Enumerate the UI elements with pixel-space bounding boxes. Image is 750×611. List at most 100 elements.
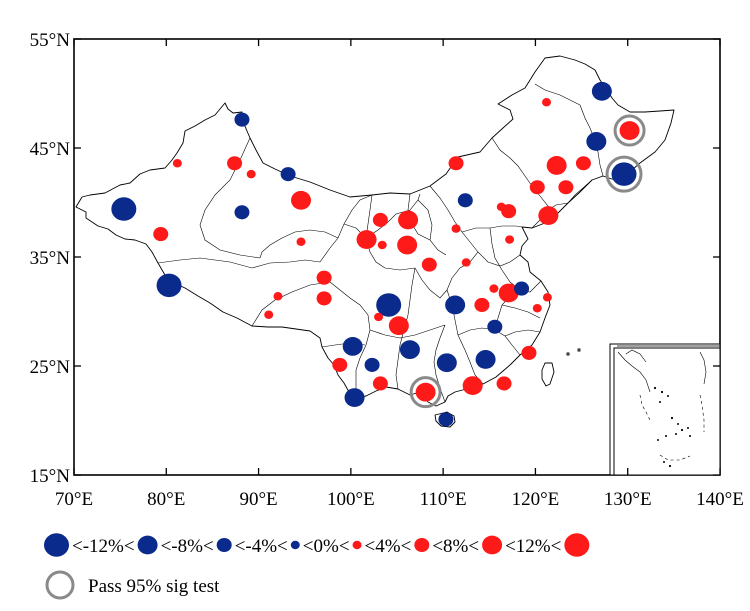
station-point-positive bbox=[521, 345, 537, 360]
legend-marker-p4 bbox=[352, 540, 362, 550]
legend-marker-n12 bbox=[44, 533, 69, 557]
x-tick-label: 140°E bbox=[696, 489, 744, 510]
x-tick-label: 120°E bbox=[512, 489, 560, 510]
station-point-positive bbox=[496, 376, 512, 391]
station-point-negative bbox=[376, 293, 402, 317]
station-point-positive bbox=[227, 156, 243, 171]
y-tick-label: 55°N bbox=[30, 30, 71, 51]
legend-threshold-label: <4%< bbox=[365, 536, 412, 557]
legend-marker-p8 bbox=[414, 537, 430, 553]
station-point-positive bbox=[291, 190, 312, 210]
y-tick-label: 35°N bbox=[30, 248, 71, 269]
station-point-positive bbox=[316, 291, 332, 306]
station-point-positive bbox=[415, 382, 436, 402]
station-point-positive bbox=[264, 310, 274, 319]
station-point-negative bbox=[280, 167, 296, 182]
station-point-positive bbox=[448, 156, 464, 171]
station-point-negative bbox=[364, 357, 380, 372]
x-tick-label: 100°E bbox=[327, 489, 375, 510]
station-point-positive bbox=[397, 235, 418, 255]
legend-marker-p12plus bbox=[564, 533, 590, 557]
station-point-negative bbox=[487, 319, 503, 334]
station-point-positive bbox=[316, 270, 332, 285]
station-point-positive bbox=[461, 258, 471, 267]
legend-significance-label: Pass 95% sig test bbox=[88, 576, 220, 597]
station-point-positive bbox=[575, 156, 591, 171]
legend-marker-n4 bbox=[216, 537, 232, 553]
station-point-negative bbox=[342, 336, 363, 356]
station-point-positive bbox=[558, 180, 574, 195]
station-point-positive bbox=[474, 297, 490, 313]
y-tick-label: 25°N bbox=[30, 357, 71, 378]
x-tick-label: 130°E bbox=[604, 489, 652, 510]
station-point-positive bbox=[619, 121, 640, 140]
station-point-positive bbox=[296, 237, 306, 246]
station-point-positive bbox=[532, 304, 542, 313]
station-point-positive bbox=[421, 257, 437, 272]
station-point-negative bbox=[344, 388, 365, 408]
x-tick-label: 80°E bbox=[147, 489, 185, 510]
x-tick-label: 90°E bbox=[239, 489, 277, 510]
station-point-positive bbox=[273, 292, 283, 301]
significance-ring bbox=[613, 114, 646, 147]
station-point-negative bbox=[475, 350, 496, 369]
legend: <-12%< <-8%< <-4%< <0%< <4%< <8%< <12%< Pass 95… bbox=[44, 533, 590, 600]
station-point-positive bbox=[498, 283, 519, 303]
x-tick-label: 70°E bbox=[55, 489, 93, 510]
station-point-positive bbox=[542, 293, 552, 302]
significance-ring bbox=[409, 376, 442, 409]
station-point-negative bbox=[111, 197, 137, 221]
station-point-positive bbox=[451, 224, 461, 233]
legend-marker-p12 bbox=[482, 535, 503, 555]
station-point-negative bbox=[586, 132, 607, 151]
station-point-positive bbox=[172, 159, 182, 168]
station-point-negative bbox=[445, 295, 466, 315]
station-point-positive bbox=[372, 376, 388, 391]
station-point-negative bbox=[399, 340, 420, 360]
station-point-positive bbox=[542, 97, 552, 107]
station-point-positive bbox=[388, 316, 409, 336]
station-point-positive bbox=[356, 230, 377, 249]
south-china-sea-inset bbox=[609, 343, 721, 476]
significance-ring bbox=[605, 155, 643, 193]
station-point-positive bbox=[374, 312, 384, 322]
x-tick-label: 110°E bbox=[420, 489, 467, 510]
station-point-positive bbox=[398, 210, 419, 230]
station-point-positive bbox=[546, 156, 567, 175]
station-point-positive bbox=[505, 235, 515, 244]
station-points bbox=[111, 81, 646, 427]
station-point-negative bbox=[514, 281, 530, 296]
station-point-positive bbox=[246, 169, 256, 179]
legend-threshold-label: <-12%< bbox=[72, 536, 135, 557]
station-point-negative bbox=[591, 81, 612, 101]
station-point-positive bbox=[529, 180, 545, 195]
legend-threshold-label: <-4%< bbox=[235, 536, 288, 557]
station-point-negative bbox=[611, 162, 637, 186]
station-point-positive bbox=[332, 357, 348, 372]
legend-threshold-label: <-8%< bbox=[161, 536, 214, 557]
station-point-positive bbox=[462, 376, 483, 396]
station-point-negative bbox=[234, 205, 250, 220]
station-point-positive bbox=[501, 204, 517, 219]
station-point-positive bbox=[538, 206, 559, 225]
china-boundary bbox=[75, 55, 675, 428]
axes: 70°E 80°E 90°E 100°E 110°E 120°E 130°E 140°E 15°… bbox=[30, 30, 744, 510]
legend-threshold-label: <8%< bbox=[432, 536, 479, 557]
legend-marker-n0 bbox=[290, 540, 300, 550]
legend-threshold-label: <0%< bbox=[303, 536, 350, 557]
station-point-positive bbox=[377, 240, 387, 250]
station-point-positive bbox=[153, 227, 169, 242]
legend-significance-ring bbox=[45, 570, 75, 600]
station-point-negative bbox=[438, 412, 454, 427]
station-point-negative bbox=[156, 273, 182, 298]
station-point-positive bbox=[372, 212, 388, 227]
y-tick-label: 45°N bbox=[30, 139, 71, 160]
station-point-negative bbox=[457, 193, 473, 208]
station-point-negative bbox=[234, 112, 250, 127]
station-point-negative bbox=[436, 353, 457, 373]
legend-marker-n8 bbox=[137, 535, 158, 555]
legend-threshold-label: <12%< bbox=[505, 536, 561, 557]
station-point-positive bbox=[489, 284, 499, 293]
y-tick-label: 15°N bbox=[30, 466, 71, 487]
